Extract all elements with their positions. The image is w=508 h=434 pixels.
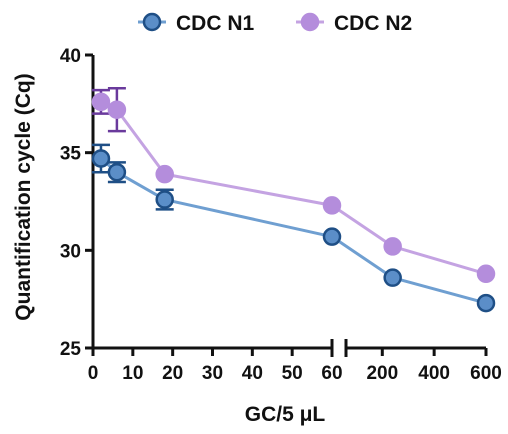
legend-label: CDC N1 — [176, 12, 254, 35]
x-tick-label: 10 — [122, 363, 143, 384]
legend: CDC N1 CDC N2 — [138, 12, 412, 35]
y-tick-label: 35 — [60, 144, 82, 165]
data-point — [155, 190, 174, 209]
y-tick-label: 25 — [60, 339, 82, 360]
x-tick-label: 20 — [162, 363, 183, 384]
legend-label: CDC N2 — [334, 12, 412, 35]
x-axis-title: GC/5 μL — [245, 403, 326, 426]
y-axis-title: Quantification cycle (Cq) — [12, 73, 35, 320]
x-tick-label: 400 — [418, 363, 450, 384]
data-point — [107, 162, 127, 182]
series — [91, 86, 496, 313]
series-cdc-n2 — [91, 86, 496, 284]
x-tick-label: 30 — [202, 363, 223, 384]
data-point — [383, 237, 402, 256]
legend-item: CDC N2 — [296, 12, 412, 35]
y-tick-label: 40 — [60, 46, 81, 67]
x-tick-label: 60 — [321, 363, 342, 384]
x-tick-label: 200 — [366, 363, 398, 384]
legend-item: CDC N1 — [138, 12, 254, 35]
data-point — [383, 268, 402, 287]
series-line — [100, 100, 487, 276]
x-tick-label: 0 — [88, 363, 99, 384]
x-tick-label: 600 — [470, 363, 502, 384]
series-cdc-n1 — [91, 143, 496, 313]
x-tick-label: 50 — [282, 363, 303, 384]
data-point — [476, 264, 496, 284]
y-tick-label: 30 — [60, 241, 81, 262]
data-point — [91, 149, 111, 168]
data-point — [107, 100, 127, 119]
x-tick-label: 40 — [242, 363, 263, 384]
data-point — [322, 196, 342, 215]
legend-marker — [142, 12, 162, 32]
legend-marker — [300, 12, 320, 32]
data-point — [155, 164, 174, 184]
data-point — [476, 293, 496, 313]
data-point — [322, 227, 342, 246]
data-point — [91, 92, 111, 112]
